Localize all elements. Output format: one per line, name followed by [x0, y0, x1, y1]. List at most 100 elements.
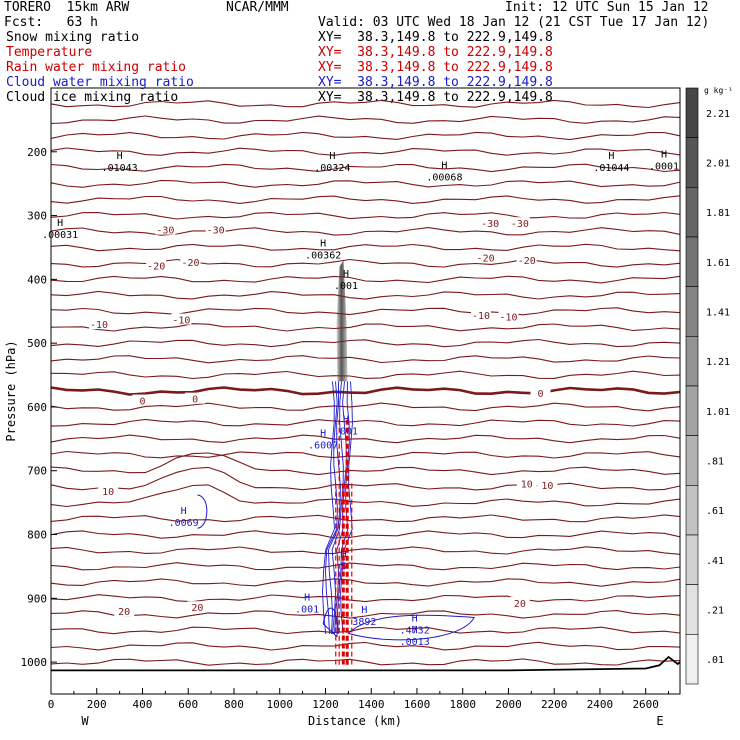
- temperature-contours: [50, 99, 681, 666]
- temperature-contour: [50, 626, 681, 635]
- colorbar-unit: g kg⁻¹: [704, 86, 733, 95]
- temperature-contour: [50, 530, 681, 539]
- legend-snow: Snow mixing ratio: [6, 30, 140, 45]
- rain-contours: [335, 419, 353, 666]
- y-tick-label: 800: [27, 529, 47, 542]
- temperature-label-bg: [509, 596, 530, 608]
- maximum-marker: H: [361, 605, 367, 616]
- maximum-marker: H: [412, 613, 418, 624]
- maximum-value: .0069: [169, 518, 199, 529]
- maximum-value: .6007: [308, 440, 338, 451]
- temperature-label-bg: [205, 223, 226, 235]
- y-tick-label: 600: [27, 401, 47, 414]
- maximum-value: .00362: [305, 250, 341, 261]
- temperature-contour: [50, 434, 681, 444]
- cloud-water-contour: [328, 381, 341, 635]
- valid-time: Valid: 03 UTC Wed 18 Jan 12 (21 CST Tue …: [318, 15, 710, 30]
- temperature-label-bg: [509, 217, 530, 229]
- temperature-contour: [50, 338, 681, 348]
- x-tick-label: 1400: [358, 698, 385, 711]
- temperature-label-bg: [471, 309, 492, 321]
- x-tick-label: 1000: [266, 698, 293, 711]
- temperature-label-bg: [132, 394, 153, 406]
- temperature-label-bg: [498, 310, 519, 322]
- temperature-label: -20: [181, 258, 199, 269]
- colorbar-swatch: [685, 385, 699, 436]
- temperature-contour: [50, 402, 681, 412]
- temperature-label: -30: [511, 219, 529, 230]
- legend-cloud-ice: Cloud ice mixing ratio: [6, 90, 179, 105]
- x-tick-label: 2600: [632, 698, 659, 711]
- temperature-label-bg: [530, 386, 551, 398]
- west-label: W: [81, 714, 89, 728]
- x-tick-label: 600: [178, 698, 198, 711]
- cloud-water-blob: [197, 494, 208, 529]
- colorbar-swatch: [685, 286, 699, 337]
- colorbar-swatch: [685, 534, 699, 585]
- maximum-value: .001: [334, 426, 358, 437]
- temperature-label: -20: [518, 256, 536, 267]
- temperature-label-bg: [516, 254, 537, 266]
- maximum-marker: H: [57, 218, 63, 229]
- x-tick-label: 2400: [587, 698, 614, 711]
- cloud-water-contour: [322, 381, 335, 635]
- y-tick-label: 700: [27, 465, 47, 478]
- plot-frame: [50, 87, 681, 695]
- temperature-contour: [50, 163, 681, 173]
- temperature-label-bg: [89, 318, 110, 330]
- temperature-label-bg: [185, 392, 206, 404]
- maximum-value: 3892: [352, 617, 376, 628]
- temperature-contour: [50, 578, 681, 587]
- colorbar-swatch: [685, 634, 699, 685]
- temperature-contour: [50, 307, 681, 316]
- colorbar-label: 1.61: [706, 258, 730, 269]
- y-tick-label: 1000: [21, 656, 48, 669]
- maximum-value: .01043: [102, 163, 138, 174]
- x-tick-label: 1800: [449, 698, 476, 711]
- temperature-contour: [50, 243, 681, 252]
- x-tick-label: 400: [133, 698, 153, 711]
- maximum-value: .001: [334, 281, 358, 292]
- maximum-marker: H: [441, 160, 447, 171]
- colorbar: 2.21 2.01 1.81 1.61 1.41 1.21 1.01 .81 .61 .41 .21…: [685, 86, 733, 685]
- temperature-contour: [50, 610, 681, 619]
- center-title: NCAR/MMM: [226, 0, 289, 15]
- cloud-water-contour: [325, 381, 338, 635]
- temperature-label-bg: [98, 485, 119, 497]
- maximum-marker: H: [412, 625, 418, 636]
- cloud-water-blob: [347, 614, 475, 641]
- colorbar-label: .21: [706, 606, 724, 617]
- maximum-value: .00324: [314, 163, 350, 174]
- colorbar-label: .01: [706, 655, 724, 666]
- temperature-contour: [50, 99, 681, 109]
- temperature-label: 20: [118, 607, 130, 618]
- maximum-value: .0001: [649, 162, 679, 173]
- colorbar-label: 1.41: [706, 308, 730, 319]
- temperature-contour: [50, 275, 681, 284]
- y-tick-label: 500: [27, 337, 47, 350]
- temperature-label: -10: [90, 320, 108, 331]
- temperature-contour: [50, 641, 681, 651]
- cloud-water-blob: [322, 607, 338, 638]
- temperature-label: 10: [541, 481, 553, 492]
- temperature-label: 20: [191, 603, 203, 614]
- temperature-label: -20: [147, 261, 165, 272]
- temperature-contour: [50, 195, 681, 204]
- maximum-marker: H: [343, 414, 349, 425]
- temperature-label: 10: [102, 487, 114, 498]
- temperature-contour: [50, 514, 681, 523]
- snow-column: [336, 260, 348, 382]
- colorbar-label: .81: [706, 457, 724, 468]
- temperature-contour: [50, 562, 681, 571]
- temperature-label-bg: [146, 259, 167, 271]
- temperature-contour: [50, 323, 681, 332]
- temperature-label: -20: [477, 254, 495, 265]
- temperature-contour: [50, 386, 681, 396]
- maximum-marker: H: [320, 428, 326, 439]
- x-tick-label: 0: [48, 698, 55, 711]
- colorbar-label: 1.01: [706, 407, 730, 418]
- temperature-contour: [50, 370, 681, 380]
- temperature-label: -30: [481, 219, 499, 230]
- maximum-value: .00031: [42, 230, 78, 241]
- forecast-hour: Fcst: 63 h: [4, 15, 98, 30]
